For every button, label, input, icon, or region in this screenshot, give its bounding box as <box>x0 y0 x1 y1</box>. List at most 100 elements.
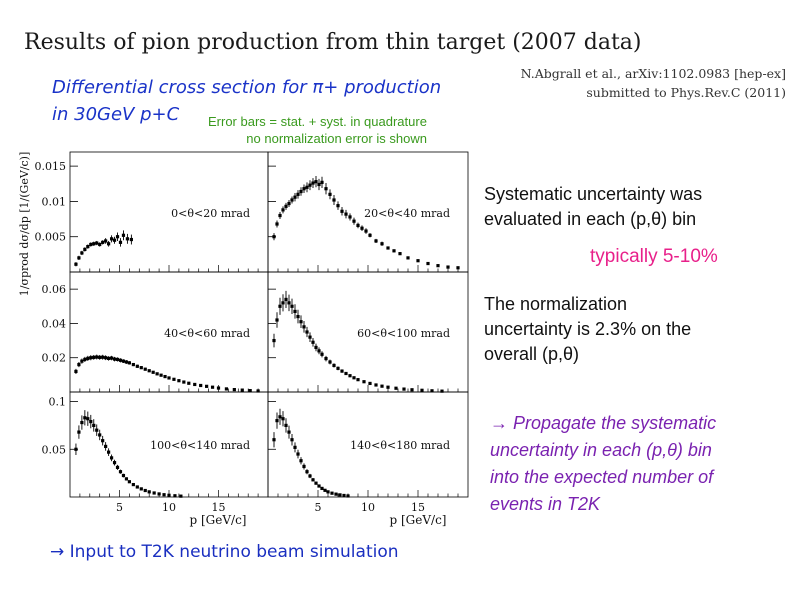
data-point <box>332 198 336 202</box>
data-point <box>420 388 424 392</box>
typical-uncertainty: typically 5-10% <box>590 246 718 267</box>
y-tick-label: 0.005 <box>35 231 67 244</box>
data-point <box>430 389 434 393</box>
data-point <box>159 373 163 377</box>
data-point <box>386 246 390 250</box>
data-point <box>364 229 368 233</box>
x-tick-label: 10 <box>162 501 176 514</box>
propagate-note: → Propagate the systematic uncertainty i… <box>490 410 716 518</box>
data-point <box>109 237 114 241</box>
data-point <box>299 189 303 194</box>
data-point <box>362 380 366 384</box>
data-point <box>281 417 285 421</box>
data-point <box>256 389 260 393</box>
data-point <box>224 387 229 391</box>
data-point <box>272 438 276 442</box>
data-point <box>107 242 111 246</box>
citation-line-2: submitted to Phys.Rev.C (2011) <box>586 85 786 101</box>
data-point <box>374 239 378 243</box>
data-point <box>340 369 344 373</box>
data-point <box>374 383 378 387</box>
data-point <box>426 261 430 266</box>
data-point <box>324 187 328 191</box>
data-point <box>80 420 84 425</box>
propagate-line-2: uncertainty in each (p,θ) bin <box>490 440 712 460</box>
data-point <box>83 247 87 252</box>
data-point <box>167 376 171 380</box>
systematic-line-2: evaluated in each (p,θ) bin <box>484 209 697 229</box>
data-point <box>272 338 276 343</box>
data-point <box>121 473 126 478</box>
data-point <box>115 465 120 470</box>
data-point <box>127 361 131 365</box>
data-point <box>152 491 156 495</box>
data-point <box>95 241 99 245</box>
data-point <box>348 215 352 219</box>
data-point <box>199 383 203 388</box>
data-point <box>210 385 215 389</box>
y-tick-label: 0.01 <box>42 195 67 208</box>
data-point <box>98 433 102 437</box>
data-point <box>101 240 105 244</box>
data-point <box>406 256 410 260</box>
data-point <box>74 262 78 266</box>
data-point <box>121 233 126 237</box>
data-point <box>352 219 356 223</box>
data-point <box>92 355 96 359</box>
y-tick-label: 0.015 <box>35 160 67 173</box>
data-point <box>348 374 352 378</box>
x-axis-label: p [GeV/c] <box>190 513 247 527</box>
y-tick-label: 0.04 <box>42 317 67 330</box>
data-point <box>155 372 159 376</box>
data-point <box>112 461 117 465</box>
propagate-line-3: into the expected number of <box>490 467 714 487</box>
data-point <box>109 456 114 460</box>
y-tick-label: 0.02 <box>42 352 67 365</box>
data-point <box>338 493 342 497</box>
x-tick-label: 5 <box>116 501 123 514</box>
data-point <box>330 491 334 495</box>
data-point <box>89 356 93 360</box>
data-point <box>104 356 108 360</box>
data-point <box>446 265 450 269</box>
data-point <box>278 304 282 308</box>
data-point <box>139 487 143 491</box>
data-point <box>272 235 276 239</box>
x-tick-label: 10 <box>361 501 375 514</box>
data-point <box>167 493 171 497</box>
data-point <box>112 238 117 242</box>
data-point <box>317 484 321 488</box>
data-point <box>302 464 306 469</box>
x-tick-label: 15 <box>212 501 226 514</box>
panel-label: 0<θ<20 mrad <box>171 207 250 220</box>
data-point <box>323 488 327 492</box>
panel-label: 20<θ<40 mrad <box>364 207 450 220</box>
data-point <box>386 385 390 389</box>
data-point <box>77 256 81 260</box>
propagate-line-1: → Propagate the systematic <box>490 413 717 433</box>
data-point <box>392 249 396 253</box>
data-point <box>115 357 120 362</box>
data-point <box>101 355 105 359</box>
data-point <box>287 301 291 305</box>
data-point <box>352 376 356 380</box>
panel-label: 40<θ<60 mrad <box>164 327 250 340</box>
data-point <box>290 198 294 202</box>
data-point <box>311 181 315 185</box>
data-point <box>193 382 197 387</box>
data-point <box>172 377 176 381</box>
data-point <box>296 192 300 196</box>
data-point <box>107 356 111 360</box>
panel-label: 140<θ<180 mrad <box>350 439 450 452</box>
data-point <box>334 492 338 496</box>
data-point <box>124 360 129 364</box>
data-point <box>74 447 78 451</box>
data-point <box>80 251 84 255</box>
data-point <box>162 493 166 497</box>
data-point <box>287 430 291 434</box>
data-point <box>436 264 440 268</box>
data-point <box>95 428 99 432</box>
data-point <box>275 419 279 423</box>
data-point <box>293 445 297 449</box>
